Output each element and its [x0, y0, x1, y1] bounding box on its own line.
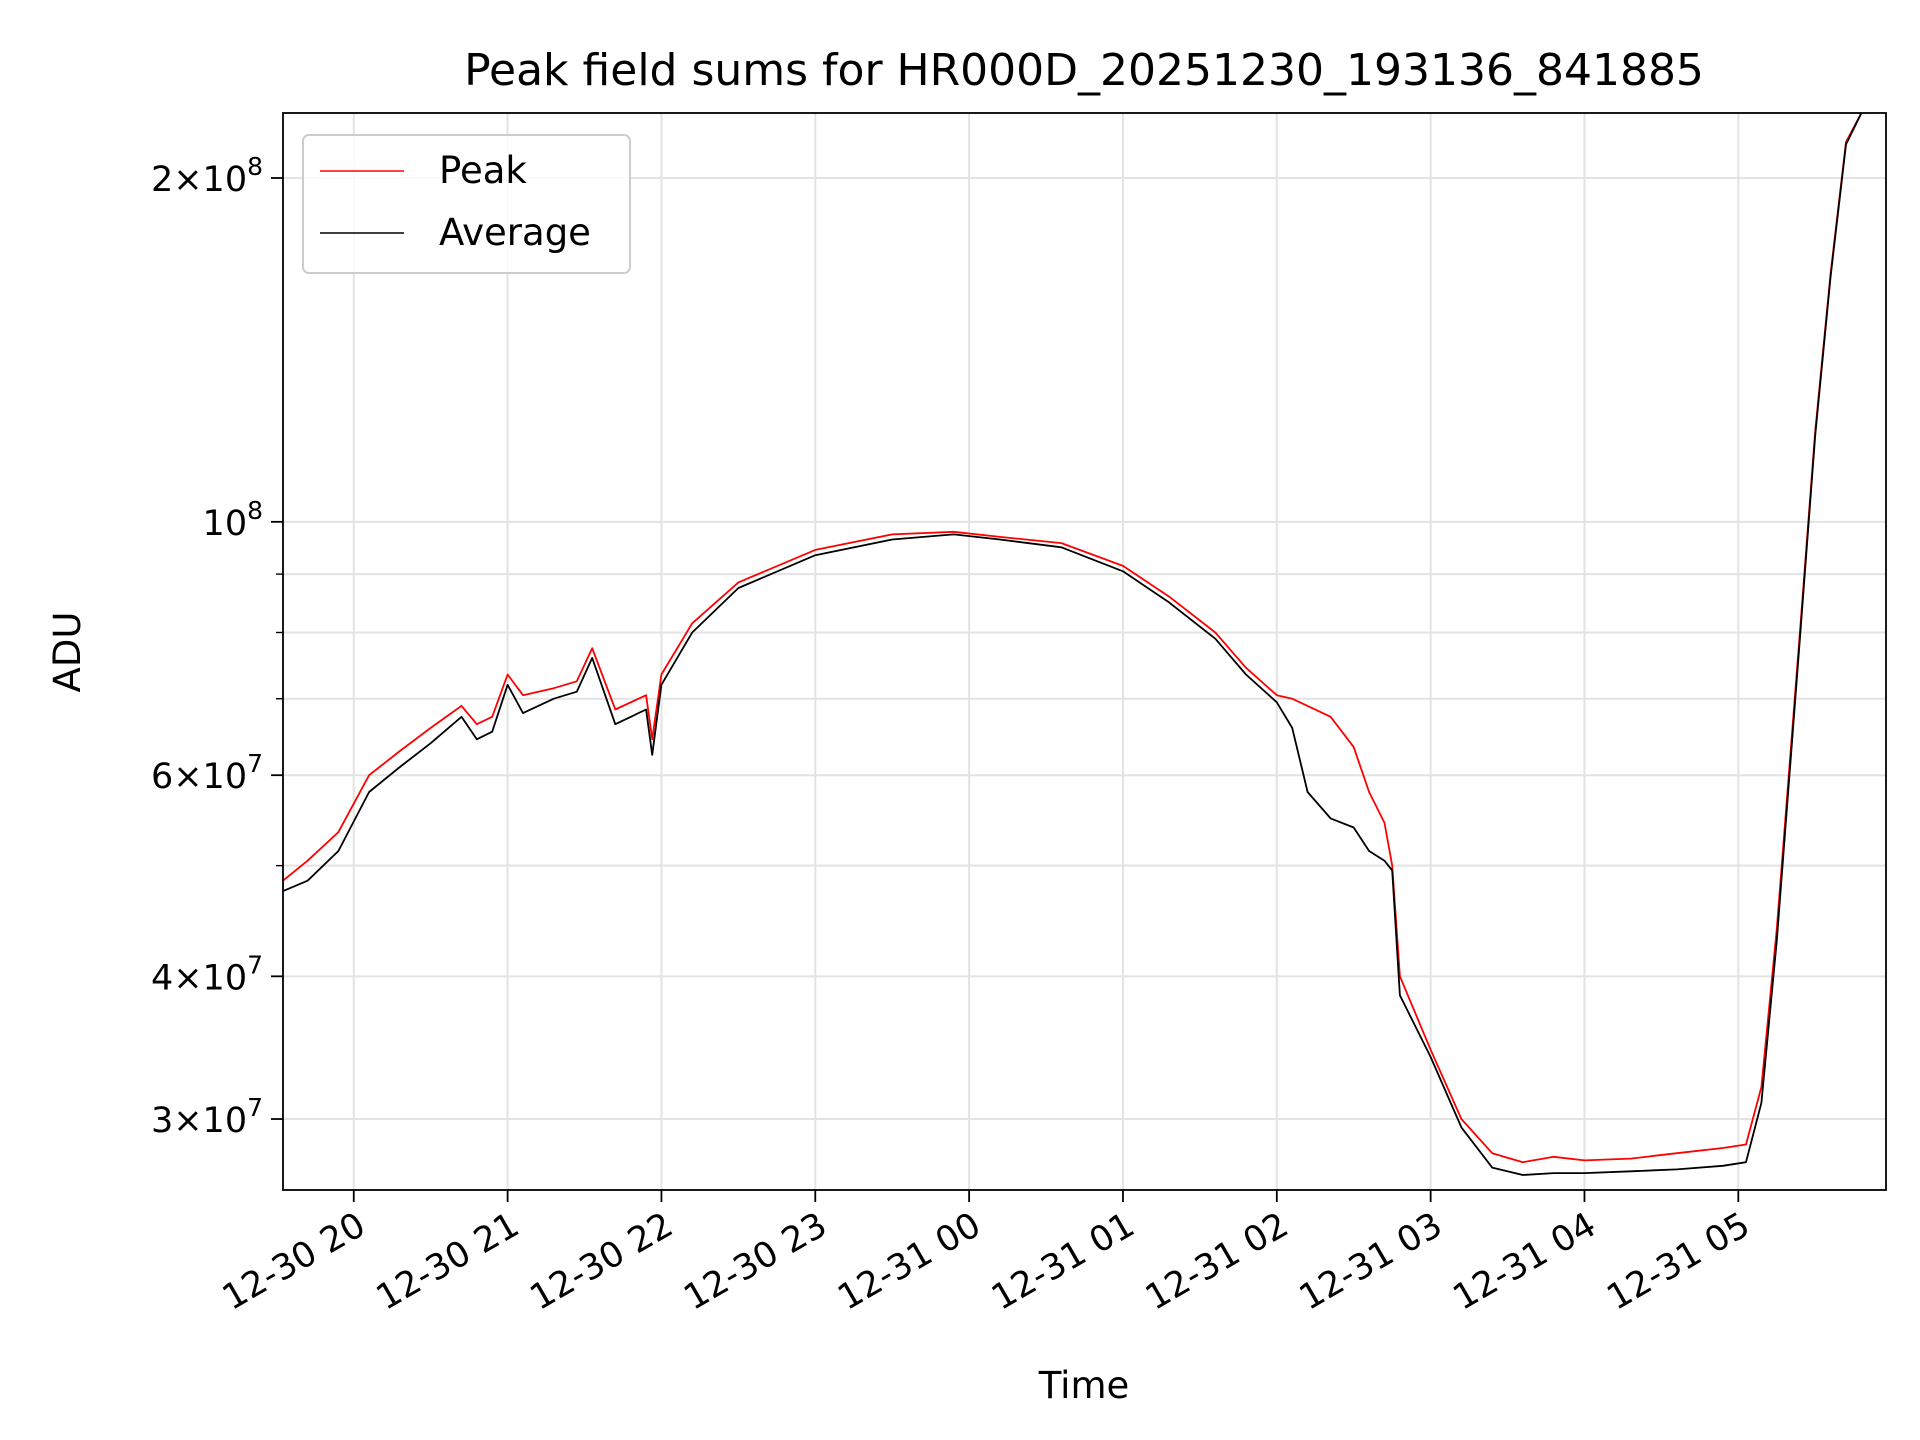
y-tick-label: 6×107: [151, 749, 263, 797]
series-average-line: [283, 113, 1863, 1176]
y-tick-label-base: 10: [203, 504, 248, 544]
series-peak-line: [283, 113, 1863, 1164]
y-tick-label-exponent: 7: [247, 1093, 263, 1122]
legend-label-peak: Peak: [439, 149, 527, 192]
plot-series: [283, 113, 1863, 1176]
y-tick-label: 108: [203, 496, 263, 544]
y-tick-label: 4×107: [151, 950, 263, 998]
grid: [283, 113, 1886, 1190]
legend-box: [302, 134, 631, 274]
y-tick-label-base: 6×10: [151, 757, 247, 797]
y-tick-label-base: 2×10: [151, 160, 247, 200]
x-axis-label: Time: [1038, 1364, 1130, 1407]
legend: Peak Average: [302, 134, 631, 274]
y-tick-label-exponent: 8: [247, 496, 263, 525]
chart-title: Peak field sums for HR000D_20251230_1931…: [464, 45, 1704, 96]
legend-label-average: Average: [439, 211, 591, 254]
y-tick-label-base: 4×10: [151, 958, 247, 998]
y-tick-label: 2×108: [151, 152, 263, 200]
y-tick-label-exponent: 8: [247, 152, 263, 181]
y-tick-label-exponent: 7: [247, 749, 263, 778]
y-tick-label-exponent: 7: [247, 950, 263, 979]
y-axis-label: ADU: [46, 612, 89, 693]
y-tick-label-base: 3×10: [151, 1101, 247, 1141]
plot-frame: [282, 112, 1887, 1191]
y-tick-label: 3×107: [151, 1093, 263, 1141]
